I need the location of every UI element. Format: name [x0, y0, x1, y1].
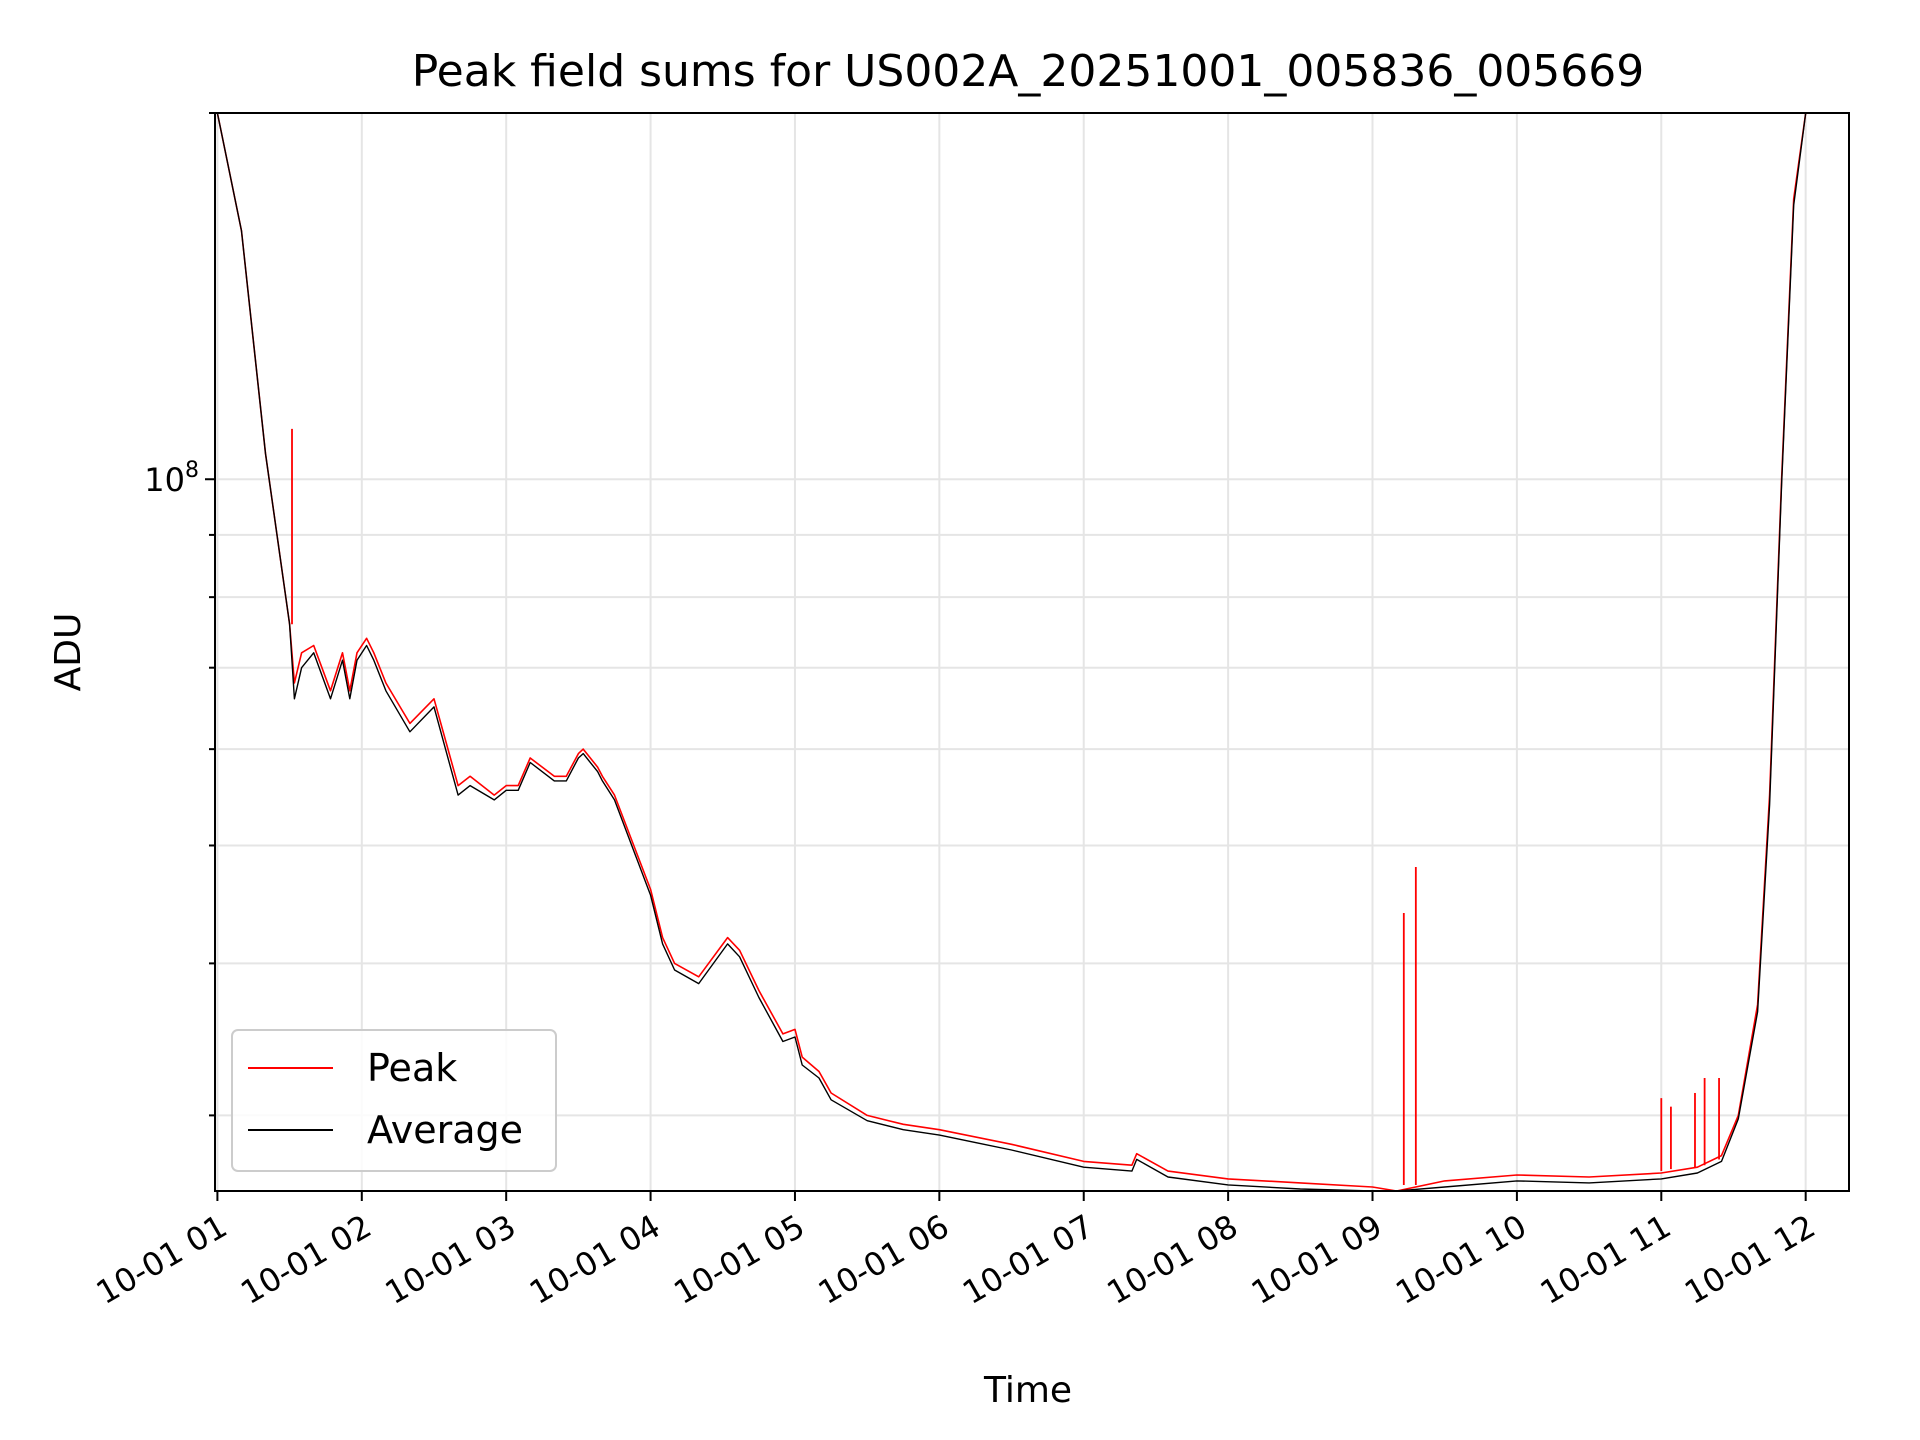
plot-frame [214, 112, 1850, 1192]
x-axis-label: Time [983, 1370, 1072, 1411]
y-axis-label: ADU [48, 613, 89, 692]
legend: Peak Average [231, 1029, 557, 1172]
plot-series [216, 112, 1849, 1192]
series-line-peak [216, 112, 1849, 1192]
legend-label-peak: Peak [367, 1046, 457, 1090]
legend-box [231, 1029, 557, 1172]
series-line-average [216, 112, 1849, 1192]
legend-label-average: Average [367, 1108, 523, 1152]
chart-title: Peak field sums for US002A_20251001_0058… [412, 46, 1645, 97]
y-tick-label: 108 [144, 458, 199, 499]
